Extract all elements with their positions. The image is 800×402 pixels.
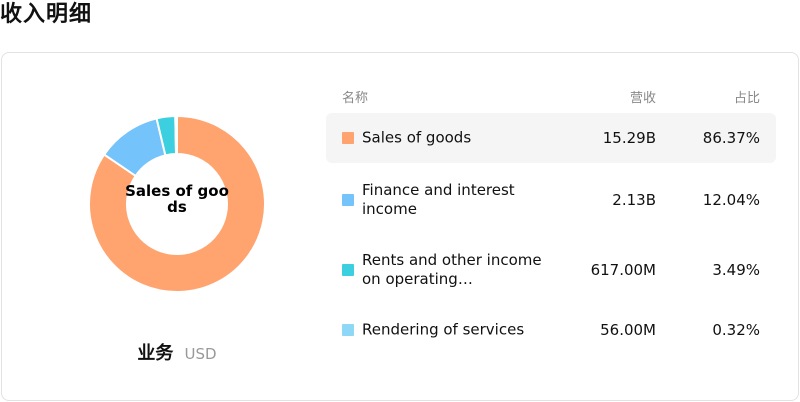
table-row[interactable]: Rendering of services 56.00M 0.32%	[326, 305, 776, 355]
table-row[interactable]: Rents and other income on operating… 617…	[326, 245, 776, 295]
row-revenue: 56.00M	[600, 321, 656, 339]
chart-caption-title: 业务	[137, 343, 174, 364]
row-share: 3.49%	[712, 261, 760, 279]
row-revenue: 15.29B	[602, 129, 656, 147]
table-row[interactable]: Finance and interest income 2.13B 12.04%	[326, 175, 776, 225]
legend-swatch	[342, 324, 354, 336]
table-row[interactable]: Sales of goods 15.29B 86.37%	[326, 113, 776, 163]
donut-chart: Sales of goods	[88, 115, 266, 293]
legend-swatch	[342, 132, 354, 144]
row-name: Finance and interest income	[362, 181, 515, 218]
legend-swatch	[342, 264, 354, 276]
row-revenue: 2.13B	[612, 191, 656, 209]
row-share: 12.04%	[702, 191, 760, 209]
table-header: 名称 营收 占比	[326, 87, 776, 107]
donut-chart-svg	[88, 115, 266, 293]
chart-caption: 业务 USD	[2, 339, 352, 365]
header-revenue: 营收	[629, 91, 656, 106]
header-name: 名称	[342, 91, 369, 106]
row-revenue: 617.00M	[590, 261, 656, 279]
donut-slice[interactable]	[88, 115, 266, 293]
row-name: Sales of goods	[362, 128, 472, 147]
chart-caption-unit: USD	[184, 345, 217, 363]
donut-center-label: Sales of goods	[125, 182, 229, 216]
row-share: 86.37%	[702, 129, 760, 147]
header-share: 占比	[733, 91, 760, 106]
donut-slice[interactable]	[174, 115, 178, 156]
row-name: Rendering of services	[362, 320, 525, 339]
row-share: 0.32%	[712, 321, 760, 339]
legend-swatch	[342, 194, 354, 206]
row-name: Rents and other income on operating…	[362, 251, 542, 288]
revenue-breakdown-card: Sales of goods 业务 USD 名称 营收 占比 Sales of …	[1, 52, 799, 401]
page-title: 收入明细	[0, 2, 93, 27]
